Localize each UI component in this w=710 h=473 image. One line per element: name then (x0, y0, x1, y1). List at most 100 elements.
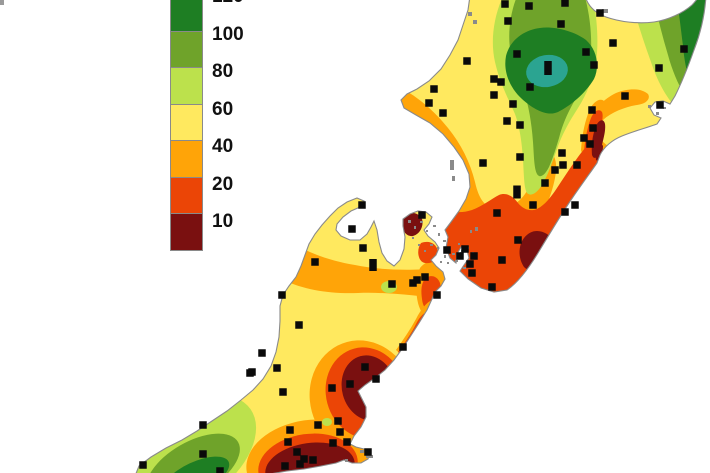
station-marker (358, 201, 366, 209)
station-marker (409, 279, 417, 287)
station-marker (296, 460, 304, 468)
coast-speck (418, 244, 420, 246)
station-marker (498, 256, 506, 264)
coast-speck (475, 227, 478, 231)
coast-speck (452, 253, 455, 255)
coast-speck (656, 112, 659, 115)
station-marker (468, 269, 476, 277)
coast-speck (463, 267, 466, 269)
coast-speck (424, 250, 426, 252)
coast-speck (408, 220, 411, 223)
station-marker (328, 384, 336, 392)
station-marker (571, 201, 579, 209)
coast-speck (470, 230, 472, 233)
legend-label: 60 (212, 98, 234, 120)
station-marker (293, 448, 301, 456)
legend-label: 20 (212, 173, 234, 195)
station-marker (369, 259, 377, 271)
station-marker (580, 134, 588, 142)
station-marker (348, 225, 356, 233)
station-marker (300, 455, 308, 463)
station-marker (295, 321, 303, 329)
station-marker (413, 276, 421, 284)
station-marker (329, 439, 337, 447)
station-marker (278, 291, 286, 299)
station-marker (430, 85, 438, 93)
station-marker (497, 78, 505, 86)
coast-speck (468, 12, 472, 16)
coast-speck (360, 450, 364, 453)
coast-speck (438, 233, 440, 236)
coast-speck (663, 107, 666, 109)
coast-speck (345, 459, 348, 462)
coast-speck (452, 176, 455, 181)
legend-swatch (170, 213, 203, 251)
station-marker (359, 244, 367, 252)
legend-swatch (170, 67, 203, 105)
south-island (135, 198, 445, 473)
station-marker (314, 421, 322, 429)
coast-speck (426, 230, 428, 232)
station-marker (514, 236, 522, 244)
coast-speck (440, 261, 442, 263)
station-marker (284, 438, 292, 446)
station-marker (309, 456, 317, 464)
coast-speck (473, 20, 477, 24)
station-marker (573, 161, 581, 169)
legend-swatch (170, 176, 203, 214)
station-marker (501, 0, 509, 8)
station-marker (504, 17, 512, 25)
station-marker (558, 149, 566, 157)
station-marker (621, 92, 629, 100)
coast-speck (602, 9, 608, 13)
station-marker (609, 39, 617, 47)
station-marker (586, 140, 594, 148)
station-marker (529, 201, 537, 209)
station-marker (516, 121, 524, 129)
station-marker (439, 109, 447, 117)
legend: 120 100 80 60 40 20 10 (170, 0, 244, 251)
station-marker (590, 61, 598, 69)
legend-label: 80 (212, 61, 234, 82)
coast-speck (458, 243, 460, 245)
station-marker (273, 364, 281, 372)
station-marker (513, 50, 521, 58)
station-marker (443, 246, 451, 254)
station-marker (388, 280, 396, 288)
station-marker (346, 380, 354, 388)
station-marker (551, 166, 559, 174)
station-marker (433, 291, 441, 299)
south-island-coastline (135, 197, 446, 473)
station-marker (372, 375, 380, 383)
legend-label: 40 (212, 136, 234, 157)
station-marker (656, 101, 664, 109)
coast-speck (366, 455, 370, 458)
station-marker (596, 9, 604, 17)
station-marker (311, 258, 319, 266)
station-marker (279, 388, 287, 396)
coast-speck (648, 105, 651, 108)
station-marker (493, 209, 501, 217)
station-marker (561, 208, 569, 216)
coast-speck (443, 240, 446, 242)
station-marker (425, 99, 433, 107)
station-marker (513, 185, 521, 199)
station-marker (490, 75, 498, 83)
station-marker (248, 368, 256, 376)
station-marker (399, 343, 407, 351)
legend-label: 120 (212, 0, 244, 8)
station-marker (466, 260, 474, 268)
coast-speck (414, 226, 416, 229)
legend-swatch (170, 30, 203, 68)
station-marker (559, 161, 567, 169)
station-marker (258, 349, 266, 357)
station-marker (516, 153, 524, 161)
coast-speck (433, 225, 436, 227)
station-markers (139, 0, 688, 473)
coast-speck (420, 221, 423, 223)
station-marker (199, 450, 207, 458)
station-marker (281, 462, 289, 470)
station-marker (680, 45, 688, 53)
